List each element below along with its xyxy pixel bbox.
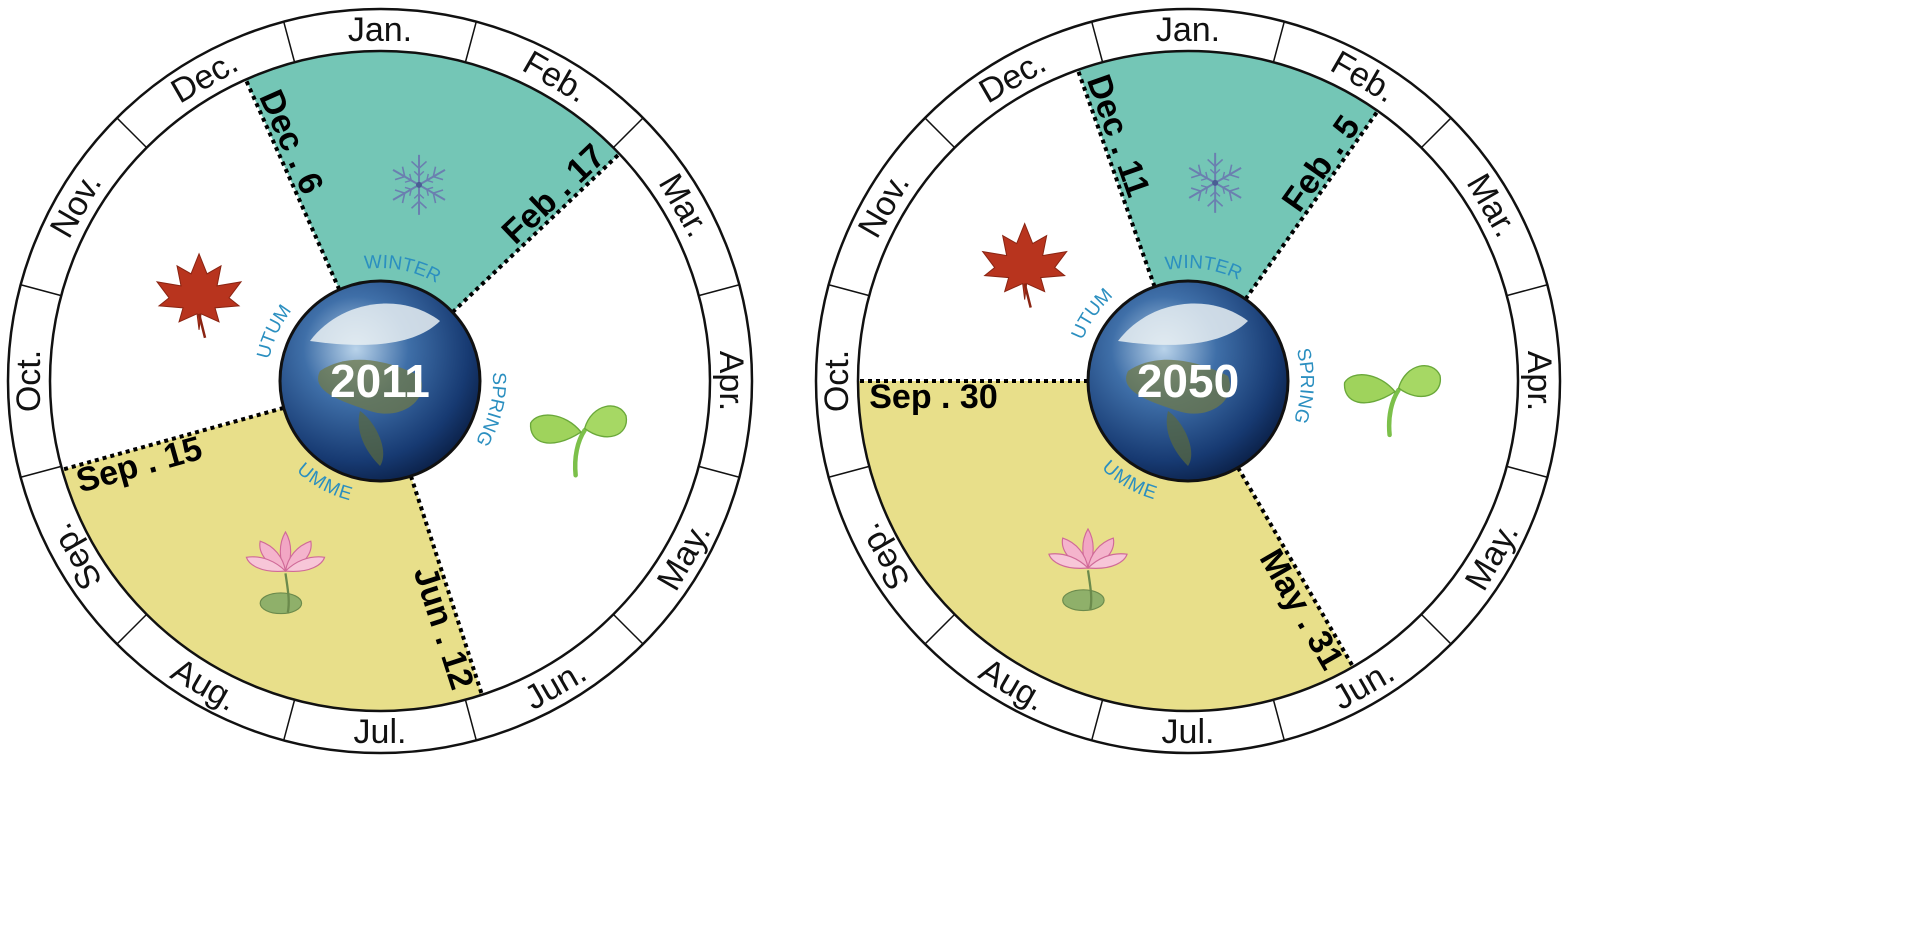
month-label-oct: Oct. bbox=[10, 350, 48, 412]
boundary-line-spring-start bbox=[451, 152, 621, 314]
month-divider bbox=[828, 283, 870, 297]
month-label-jan: Jan. bbox=[348, 11, 412, 49]
boundary-line-summer-start bbox=[1236, 466, 1355, 668]
month-label-oct: Oct. bbox=[818, 350, 856, 412]
earth-globe-icon bbox=[1086, 279, 1290, 483]
month-divider bbox=[924, 613, 956, 645]
inner-ring bbox=[48, 49, 712, 713]
inner-ring bbox=[856, 49, 1520, 713]
month-divider bbox=[464, 21, 478, 63]
lotus-icon bbox=[245, 530, 326, 615]
maple-leaf-icon bbox=[981, 222, 1068, 308]
month-divider bbox=[1506, 283, 1548, 297]
month-label-apr: Apr. bbox=[1520, 351, 1558, 411]
month-divider bbox=[282, 699, 296, 741]
boundary-line-spring-start bbox=[1243, 109, 1380, 301]
year-label: 2011 bbox=[330, 355, 430, 407]
month-divider bbox=[1272, 699, 1286, 741]
month-divider bbox=[612, 613, 644, 645]
month-divider bbox=[924, 117, 956, 149]
season-wheel-2011: Jan.Feb.Mar.Apr.May.Jun.Jul.Aug.Sep.Oct.… bbox=[0, 0, 754, 755]
month-divider bbox=[698, 465, 740, 479]
autumn-sector bbox=[858, 69, 1188, 382]
winter-sector bbox=[245, 51, 620, 382]
month-divider bbox=[612, 117, 644, 149]
month-divider bbox=[1506, 465, 1548, 479]
month-divider bbox=[116, 117, 148, 149]
sprout-icon bbox=[529, 405, 627, 478]
month-divider bbox=[282, 21, 296, 63]
boundary-line-winter-start bbox=[243, 78, 342, 291]
month-label-apr: Apr. bbox=[712, 351, 750, 411]
month-label-jan: Jan. bbox=[1156, 11, 1220, 49]
snowflake-icon bbox=[392, 154, 446, 215]
lotus-icon bbox=[1048, 527, 1128, 612]
boundary-line-autumn-start bbox=[61, 405, 285, 472]
boundary-date-autumn-start: Sep . 30 bbox=[869, 378, 998, 416]
month-divider bbox=[1090, 699, 1104, 741]
winter-sector bbox=[1077, 51, 1378, 382]
month-label-jul: Jul. bbox=[354, 713, 407, 751]
month-divider bbox=[20, 465, 62, 479]
year-label: 2050 bbox=[1137, 355, 1239, 407]
month-divider bbox=[698, 283, 740, 297]
month-divider bbox=[464, 699, 478, 741]
month-label-jul: Jul. bbox=[1162, 713, 1215, 751]
month-divider bbox=[1420, 613, 1452, 645]
boundary-line-summer-start bbox=[408, 475, 484, 696]
sprout-icon bbox=[1343, 365, 1441, 438]
boundary-line-winter-start bbox=[1075, 69, 1157, 288]
month-divider bbox=[828, 465, 870, 479]
snowflake-icon bbox=[1188, 152, 1242, 213]
month-divider bbox=[1420, 117, 1452, 149]
month-divider bbox=[1272, 21, 1286, 63]
month-divider bbox=[20, 283, 62, 297]
month-divider bbox=[1090, 21, 1104, 63]
month-divider bbox=[116, 613, 148, 645]
earth-globe-icon bbox=[278, 279, 482, 483]
maple-leaf-icon bbox=[155, 252, 243, 339]
